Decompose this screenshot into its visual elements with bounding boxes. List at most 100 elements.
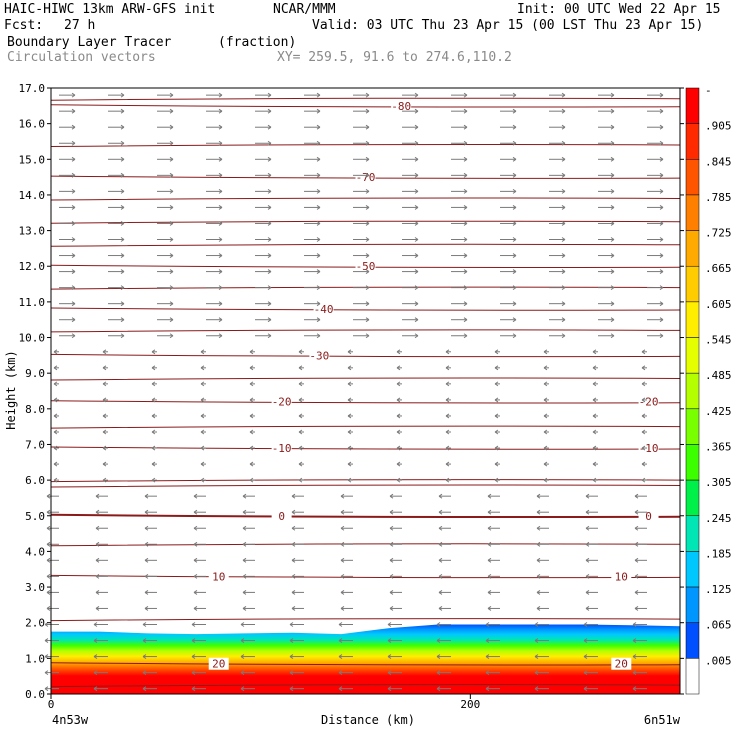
vector-head: [120, 269, 125, 274]
isotherm-line: [50, 425, 681, 429]
vector-head: [659, 301, 664, 307]
contour-label-bg: [355, 260, 376, 273]
vector-head: [583, 638, 588, 643]
vector-head: [242, 606, 247, 611]
vector-head: [543, 349, 548, 355]
vector-head: [634, 606, 639, 611]
vector-head: [396, 429, 401, 435]
vector-head: [298, 349, 303, 355]
contour-label: 20: [615, 658, 628, 671]
vector-head: [53, 413, 58, 419]
contour-label: -10: [639, 442, 659, 455]
vector-head: [485, 686, 490, 692]
vector-head: [200, 477, 205, 483]
vector-head: [585, 606, 590, 611]
vector-head: [585, 509, 590, 515]
vector-head: [144, 509, 149, 515]
contour-label: 10: [212, 570, 225, 583]
vector-head: [445, 445, 450, 451]
vector-head: [46, 493, 51, 499]
colorbar-label: .605: [705, 298, 732, 311]
colorbar: - .905 .845 .785 .725 .665 .605 .545 .485 .425 .36…: [685, 84, 732, 695]
vector-head: [487, 557, 492, 563]
vector-head: [151, 397, 156, 403]
vector-head: [93, 670, 98, 676]
vector-head: [641, 381, 646, 387]
vector-head: [151, 365, 156, 371]
vector-head: [93, 654, 98, 659]
vector-head: [487, 541, 492, 547]
vector-head: [534, 670, 539, 676]
colorbar-label: .245: [705, 512, 732, 525]
vector-head: [561, 124, 566, 130]
vector-head: [267, 269, 272, 274]
vector-head: [200, 365, 205, 371]
vector-head: [485, 654, 490, 659]
colorbar-swatch: [685, 87, 700, 124]
vector-head: [659, 253, 664, 258]
vector-head: [632, 638, 637, 643]
y-tick-label: 4.0: [25, 545, 45, 558]
vector-head: [438, 525, 443, 531]
vector-head: [512, 253, 517, 258]
vector-head: [120, 317, 125, 323]
vector-head: [142, 654, 147, 659]
vector-head: [389, 573, 394, 579]
vector-head: [218, 237, 223, 242]
vector-head: [494, 445, 499, 451]
vector-head: [396, 445, 401, 451]
vector-head: [169, 92, 174, 98]
vector-head: [316, 92, 321, 98]
vector-head: [436, 670, 441, 676]
vector-head: [543, 477, 548, 483]
vector-head: [193, 557, 198, 563]
y-tick-label: 14.0: [19, 189, 46, 202]
vector-head: [46, 525, 51, 531]
vector-head: [610, 92, 615, 98]
plot-axes: 0.0 1.0 2.0 3.0 4.0 5.0 6.0 7.0 8.0 9.0 10.0 11.0 12…: [19, 82, 684, 711]
vector-head: [561, 237, 566, 242]
vector-head: [445, 477, 450, 483]
vector-head: [151, 349, 156, 355]
vector-head: [151, 413, 156, 419]
vector-head: [316, 124, 321, 130]
vector-head: [316, 221, 321, 226]
vector-head: [610, 205, 615, 210]
vector-head: [169, 237, 174, 242]
vector-head: [46, 589, 51, 595]
colorbar-swatch: [685, 586, 700, 623]
vector-head: [389, 606, 394, 611]
vector-head: [316, 253, 321, 258]
vector-head: [487, 509, 492, 515]
vector-head: [414, 156, 419, 162]
vector-head: [44, 686, 49, 692]
vector-head: [71, 301, 76, 307]
vector-head: [249, 461, 254, 467]
vector-head: [610, 108, 615, 114]
vector-head: [71, 188, 76, 194]
model-title: HAIC-HIWC 13km ARW-GFS init: [4, 2, 216, 17]
vector-head: [242, 509, 247, 515]
vector-head: [632, 622, 637, 627]
vector-head: [267, 221, 272, 226]
vector-head: [365, 237, 370, 242]
vector-head: [298, 365, 303, 371]
vector-head: [494, 365, 499, 371]
vector-head: [592, 397, 597, 403]
vector-head: [641, 429, 646, 435]
vector-head: [169, 124, 174, 130]
vector-head: [218, 188, 223, 194]
vector-head: [592, 349, 597, 355]
vector-head: [169, 253, 174, 258]
temperature-contours: -80 -70 -50 -40 -30 -20 -20 -10 -10 0 0 10 10 20 20: [50, 97, 681, 688]
vector-head: [365, 317, 370, 323]
vector-head: [200, 461, 205, 467]
vector-head: [659, 333, 664, 339]
vector-head: [592, 381, 597, 387]
vector-head: [365, 124, 370, 130]
vector-head: [102, 445, 107, 451]
vector-head: [632, 686, 637, 692]
vector-head: [659, 172, 664, 178]
vector-head: [414, 269, 419, 274]
vector-head: [169, 285, 174, 291]
